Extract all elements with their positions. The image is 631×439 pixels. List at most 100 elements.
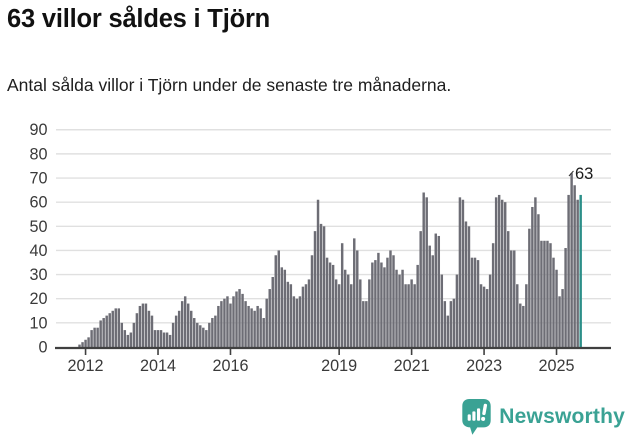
y-axis-tick-label: 60 [29,194,47,212]
bar [301,286,305,347]
bar [120,322,124,347]
bar [540,240,543,347]
bar [274,255,277,347]
x-axis-tick-label: 2012 [68,357,104,375]
bar [362,301,365,347]
bar [259,308,262,347]
bar [458,197,462,347]
bar [265,298,268,347]
bar [325,257,329,347]
bar [564,248,567,347]
bar [129,332,133,347]
bar [413,284,416,347]
brand-name: Newsworthy [499,405,625,428]
y-axis-tick-label: 80 [29,145,47,163]
bar [205,330,208,347]
bar [247,305,250,347]
bar [84,339,87,347]
bar [476,260,480,347]
bar [525,284,528,347]
bar [482,286,486,347]
bar [455,274,459,347]
y-axis-tick-label: 10 [29,314,47,332]
bar [449,301,453,347]
bar [171,322,175,347]
x-axis-tick-label: 2021 [394,357,430,375]
bar [359,279,362,347]
bar [516,284,519,347]
bar [434,233,437,347]
bar [156,330,160,347]
bar [507,231,510,347]
bar [235,291,238,347]
bar [253,310,256,347]
bar [135,313,139,347]
bar [561,289,564,347]
bar [494,197,498,347]
bar [552,257,555,347]
bar [238,289,241,347]
x-axis-tick-label: 2014 [140,357,176,375]
bar [223,298,226,347]
bar [220,301,223,347]
annotation-leader-line [568,170,574,177]
bar [389,250,392,347]
bar [371,262,374,347]
bar [543,240,546,347]
bar [180,301,184,347]
bar [289,284,293,347]
bar [392,255,395,347]
bar [295,298,299,347]
bar [380,262,383,347]
bar [183,296,187,347]
y-axis-tick-label: 50 [29,218,47,236]
bar [356,250,359,347]
bar [377,252,380,347]
bar [340,243,344,347]
bar [555,269,558,347]
bar [193,318,196,347]
bar [280,267,284,347]
bar [503,202,507,347]
bar [353,238,356,347]
bar [534,197,537,347]
bar [440,274,444,347]
bar [132,322,136,347]
bar [105,315,108,347]
bar [283,269,287,347]
x-axis-tick-label: 2023 [466,357,502,375]
bar [126,334,130,347]
bar [485,289,489,347]
chart-subtitle: Antal sålda villor i Tjörn under de sena… [7,75,452,95]
bar [576,199,579,347]
bar [114,308,117,347]
bar [513,250,516,347]
bar [331,264,335,347]
bar [123,330,127,347]
bar [546,240,549,347]
bar [81,342,84,347]
bar [304,284,308,347]
x-axis-tick-label: 2025 [539,357,575,375]
bar [217,305,220,347]
bar [159,330,163,347]
bar [383,267,386,347]
bar [211,318,214,347]
bar [500,199,504,347]
bar [319,223,323,347]
bar [87,337,90,347]
bar [422,192,425,347]
bar [174,315,178,347]
bar [214,315,217,347]
bar [386,257,389,347]
bar [310,255,314,347]
bar [528,228,531,347]
bar [346,274,350,347]
bar [479,284,483,347]
bar [108,313,111,347]
chart-title: 63 villor såldes i Tjörn [7,5,271,33]
bar [90,330,93,347]
bar [337,284,341,347]
